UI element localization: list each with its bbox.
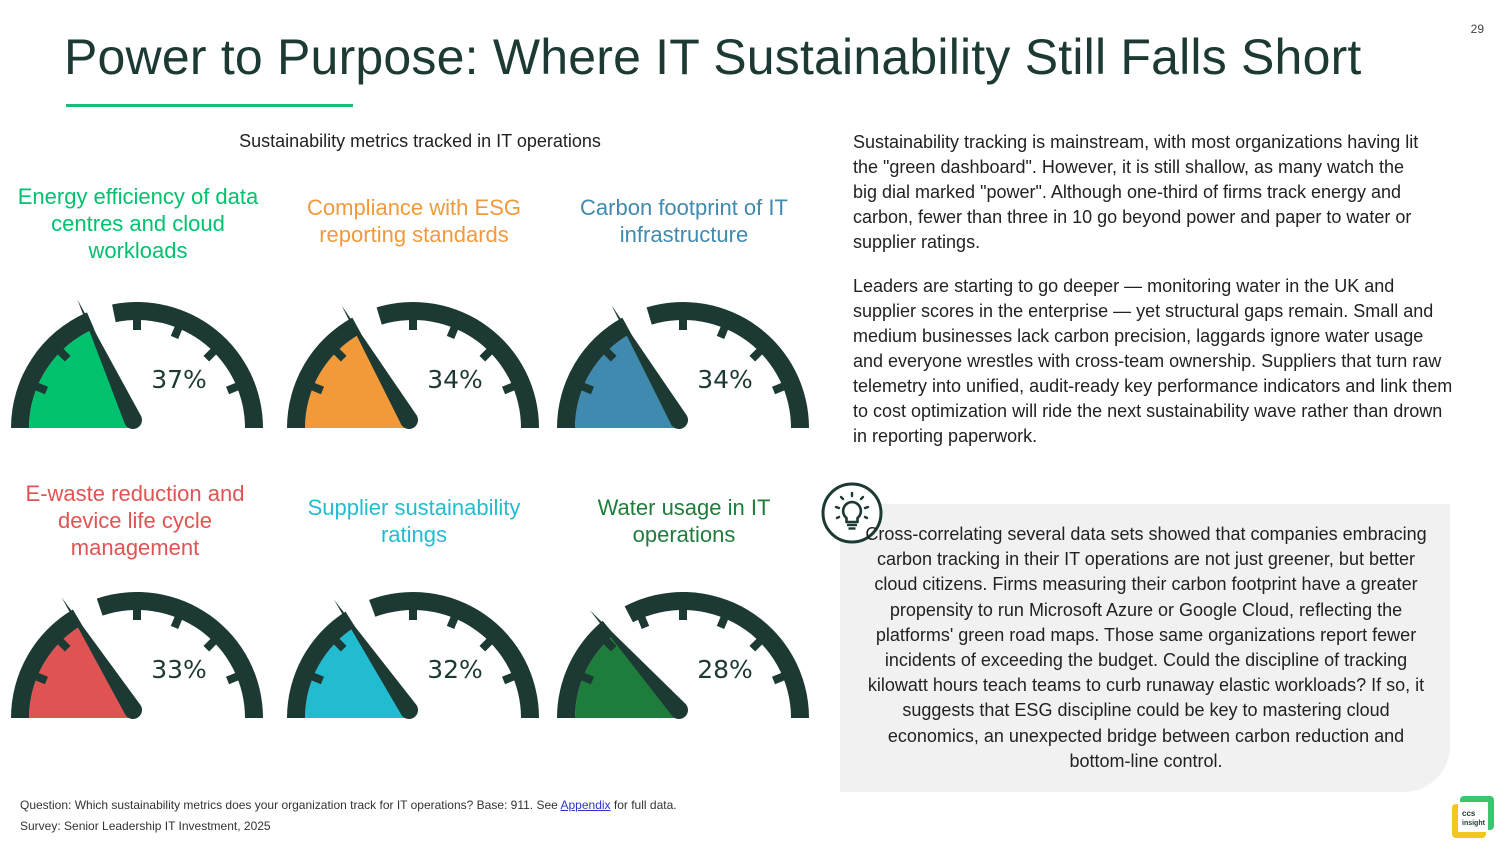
- gauge-fill-2: [575, 333, 683, 428]
- gauge-tick: [332, 347, 347, 362]
- gauge-needle-0: [77, 299, 143, 430]
- gauge-tick: [716, 324, 729, 339]
- gauge-tick: [502, 382, 517, 395]
- gauge-label-carbon: Carbon footprint of IT infrastructure: [580, 195, 788, 247]
- gauge-tick: [502, 672, 517, 685]
- gauge-value-2: 34%: [697, 365, 753, 394]
- gauge-ring-left-2: [557, 317, 631, 428]
- gauge-fill-4: [305, 626, 413, 718]
- gauge-tick: [170, 324, 183, 339]
- gauge-tick: [33, 672, 48, 685]
- page-number: 29: [1470, 22, 1484, 36]
- callout-box: [840, 504, 1450, 792]
- gauge-tick: [772, 382, 787, 395]
- gauge-label-ewaste: E-waste reduction and device life cycle …: [25, 481, 245, 560]
- gauge-tick: [772, 672, 787, 685]
- gauge-tick: [309, 382, 324, 395]
- gauge-value-0: 37%: [151, 365, 207, 394]
- gauge-tick: [446, 614, 459, 629]
- gauge-tick: [332, 637, 347, 652]
- logo-text-insight: insight: [1462, 820, 1486, 827]
- gauge-tick: [170, 614, 183, 629]
- lightbulb-icon: [821, 482, 883, 544]
- gauge-tick: [716, 614, 729, 629]
- gauge-tick: [309, 672, 324, 685]
- gauge-needle-1: [341, 305, 418, 429]
- gauge-ring-right-1: [376, 301, 539, 428]
- gauge-needle-4: [333, 599, 418, 720]
- gauge-needle-5: [589, 610, 688, 719]
- gauge-tick: [446, 324, 459, 339]
- footer-question-prefix: Question: Which sustainability metrics d…: [20, 798, 561, 812]
- ccs-insight-logo: ccs insight: [1452, 796, 1494, 838]
- gauge-needle-3: [61, 597, 142, 719]
- gauge-tick: [579, 382, 594, 395]
- gauge-tick: [56, 347, 71, 362]
- gauge-label-water: Water usage in IT operations: [597, 495, 771, 547]
- gauge-label-esg: Compliance with ESG reporting standards: [307, 195, 521, 247]
- gauge-ring-left-5: [557, 620, 615, 718]
- gauge-tick: [602, 347, 617, 362]
- gauge-fill-3: [29, 625, 137, 718]
- gauge-tick: [479, 347, 494, 362]
- gauge-tick: [203, 637, 218, 652]
- chart-title: Sustainability metrics tracked in IT ope…: [239, 131, 601, 151]
- gauge-label-energy: Energy efficiency of data centres and cl…: [17, 184, 259, 263]
- body-paragraph-2: Leaders are starting to go deeper — moni…: [853, 276, 1453, 446]
- gauge-ring-right-2: [646, 301, 809, 428]
- gauge-tick: [749, 347, 764, 362]
- gauge-value-3: 33%: [151, 655, 207, 684]
- callout-text: Cross-correlating several data sets show…: [865, 524, 1427, 771]
- gauge-tick: [226, 382, 241, 395]
- footer-question: Question: Which sustainability metrics d…: [20, 798, 677, 812]
- gauge-ring-right-5: [624, 592, 809, 718]
- body-paragraph-1: Sustainability tracking is mainstream, w…: [853, 132, 1419, 252]
- footer-survey: Survey: Senior Leadership IT Investment,…: [20, 819, 271, 833]
- logo-text-ccs: ccs: [1462, 809, 1476, 818]
- gauge-fill-0: [29, 328, 137, 428]
- gauge-tick: [579, 672, 594, 685]
- gauge-fill-1: [305, 333, 413, 428]
- gauge-ring-right-0: [112, 302, 263, 428]
- gauge-tick: [56, 637, 71, 652]
- gauge-value-5: 28%: [697, 655, 753, 684]
- gauge-tick: [479, 637, 494, 652]
- gauge-ring-left-3: [11, 609, 83, 718]
- appendix-link[interactable]: Appendix: [560, 798, 611, 812]
- footer-question-suffix: for full data.: [610, 798, 677, 812]
- page-title: Power to Purpose: Where IT Sustainabilit…: [64, 29, 1362, 85]
- gauge-label-supplier: Supplier sustainability ratings: [307, 495, 521, 547]
- gauge-tick: [203, 347, 218, 362]
- gauge-tick: [749, 637, 764, 652]
- gauge-tick: [33, 382, 48, 395]
- gauge-chart: 37% 34% 34% 33% 32% 28%: [11, 299, 809, 720]
- gauge-value-4: 32%: [427, 655, 483, 684]
- gauge-fill-5: [575, 634, 683, 718]
- gauge-tick: [602, 637, 617, 652]
- gauge-ring-left-1: [287, 317, 361, 428]
- gauge-value-1: 34%: [427, 365, 483, 394]
- gauge-tick: [637, 614, 650, 629]
- gauge-tick: [226, 672, 241, 685]
- gauge-needle-2: [611, 305, 688, 429]
- gauge-ring-left-0: [11, 312, 95, 428]
- title-underline: [66, 104, 353, 107]
